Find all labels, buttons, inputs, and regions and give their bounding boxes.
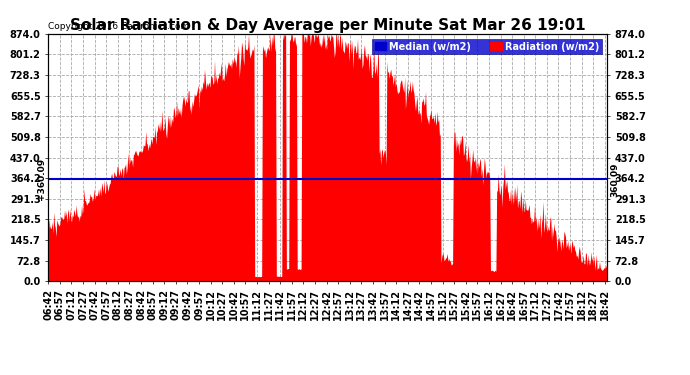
Text: 360.09: 360.09 [610,162,619,196]
Title: Solar Radiation & Day Average per Minute Sat Mar 26 19:01: Solar Radiation & Day Average per Minute… [70,18,586,33]
Text: Copyright 2016 Cartronics.com: Copyright 2016 Cartronics.com [48,22,190,31]
Legend: Median (w/m2), Radiation (w/m2): Median (w/m2), Radiation (w/m2) [372,39,602,54]
Text: +360.09: +360.09 [37,158,46,200]
